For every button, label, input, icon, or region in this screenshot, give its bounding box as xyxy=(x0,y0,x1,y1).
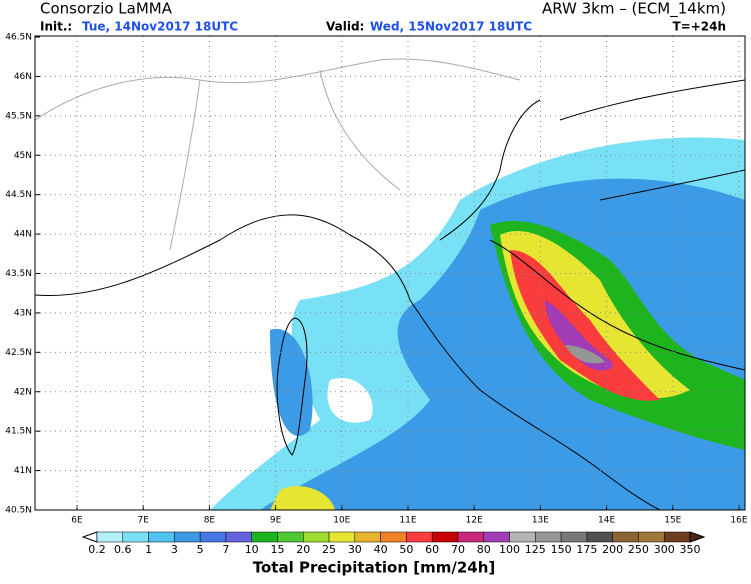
colorbar-label: 20 xyxy=(296,543,310,556)
valid: Wed, 15Nov2017 18UTC xyxy=(370,20,532,34)
colorbar-box xyxy=(174,531,201,543)
colorbar-box xyxy=(380,531,407,543)
precip xyxy=(270,486,335,510)
precip xyxy=(510,250,660,401)
colorbar-label: 300 xyxy=(654,543,675,556)
lat-label: 43N xyxy=(14,308,32,318)
lat-label: 46.5N xyxy=(5,33,32,43)
colorbar-label: 15 xyxy=(270,543,284,556)
colorbar-label: 175 xyxy=(576,543,597,556)
colorbar-box xyxy=(225,531,252,543)
border xyxy=(35,58,521,251)
map: 46.5N 46N 45.5N 45N 44.5N 44N 43.5N 43N 42.5N 42N… xyxy=(5,33,748,526)
colorbar-label: 25 xyxy=(322,543,336,556)
lat-label: 41N xyxy=(14,466,32,476)
colorbar-box xyxy=(638,531,665,543)
frame xyxy=(34,35,746,511)
colorbar-box xyxy=(199,531,227,543)
lat-label: 43.5N xyxy=(5,269,32,279)
colorbar-box xyxy=(277,531,304,543)
coastline xyxy=(559,79,745,201)
lon-label: 14E xyxy=(598,516,615,526)
colorbar-label: 30 xyxy=(348,543,362,556)
colorbar-label: 0.6 xyxy=(114,543,132,556)
colorbar-box xyxy=(122,531,149,543)
colorbar-label: 350 xyxy=(680,543,701,556)
colorbar-box xyxy=(354,531,381,543)
lead: T=+24h xyxy=(672,20,726,34)
lon-label: 12E xyxy=(466,516,483,526)
colorbar-box xyxy=(483,531,510,543)
colorbar-label: 7 xyxy=(222,543,229,556)
colorbar-box xyxy=(148,531,175,543)
colorbar-label: 3 xyxy=(171,543,178,556)
title: Consorzio LaMMA xyxy=(40,0,173,18)
colorbar-end xyxy=(81,531,98,543)
lat-label: 45.5N xyxy=(5,111,32,121)
colorbar-label: 50 xyxy=(399,543,413,556)
colorbar-label: 1 xyxy=(145,543,152,556)
colorbar: 0.2 0.6 1 3 5 7 10 15 20 25 30 40 50 60 70 80 100 125 150 1… xyxy=(81,531,706,556)
lat-label: 45N xyxy=(14,151,32,161)
colorbar-box xyxy=(303,531,330,543)
lat-label: 46N xyxy=(14,72,32,82)
lon-label: 8E xyxy=(204,516,216,526)
colorbar-box xyxy=(251,531,278,543)
colorbar-label: 40 xyxy=(374,543,388,556)
colorbar-label: 5 xyxy=(197,543,204,556)
colorbar-label: 0.2 xyxy=(88,543,106,556)
colorbar-label: 125 xyxy=(525,543,546,556)
valid-label: Valid: xyxy=(326,20,364,34)
colorbar-end xyxy=(689,531,706,543)
colorbar-label: 80 xyxy=(477,543,491,556)
colorbar-label: 100 xyxy=(499,543,520,556)
colorbar-box xyxy=(586,531,613,543)
lon-label: 7E xyxy=(137,516,149,526)
lon-label: 10E xyxy=(333,516,350,526)
colorbar-label: 10 xyxy=(245,543,259,556)
colorbar-box xyxy=(663,531,691,543)
lat-label: 44.5N xyxy=(5,190,32,200)
colorbar-label: 70 xyxy=(451,543,465,556)
precip xyxy=(565,345,605,364)
lat-label: 42N xyxy=(14,387,32,397)
colorbar-box xyxy=(509,531,536,543)
lon-label: 6E xyxy=(71,516,83,526)
precip xyxy=(260,178,745,510)
colorbar-box xyxy=(328,531,356,543)
model: ARW 3km – (ECM_14km) xyxy=(542,0,726,19)
colorbar-label: 250 xyxy=(628,543,649,556)
coastline xyxy=(439,99,745,371)
graticule: 46.5N 46N 45.5N 45N 44.5N 44N 43.5N 43N 42.5N 42N… xyxy=(5,33,748,526)
lon-label: 11E xyxy=(399,516,416,526)
lon-label: 15E xyxy=(664,516,681,526)
colorbar-label: 200 xyxy=(602,543,623,556)
lon-label: 9E xyxy=(270,516,282,526)
colorbar-box xyxy=(406,531,433,543)
colorbar-box xyxy=(560,531,588,543)
precip xyxy=(545,300,613,371)
colorbar-box xyxy=(612,531,639,543)
colorbar-box xyxy=(96,531,124,543)
colorbar-label: 60 xyxy=(425,543,439,556)
precip xyxy=(327,378,373,423)
colorbar-box xyxy=(535,531,562,543)
lon-label: 16E xyxy=(730,516,747,526)
coastline xyxy=(35,214,661,510)
colorbar-box xyxy=(457,531,484,543)
lat-label: 41.5N xyxy=(5,427,32,437)
lat-label: 44N xyxy=(14,230,32,240)
init-label: Init.: xyxy=(40,20,72,34)
lat-label: 40.5N xyxy=(5,506,32,516)
colorbar-label: 150 xyxy=(551,543,572,556)
colorbar-box xyxy=(431,531,459,543)
colorbar-title: Total Precipitation [mm/24h] xyxy=(253,559,496,577)
lat-label: 42.5N xyxy=(5,348,32,358)
init: Tue, 14Nov2017 18UTC xyxy=(82,20,238,34)
lon-label: 13E xyxy=(532,516,549,526)
